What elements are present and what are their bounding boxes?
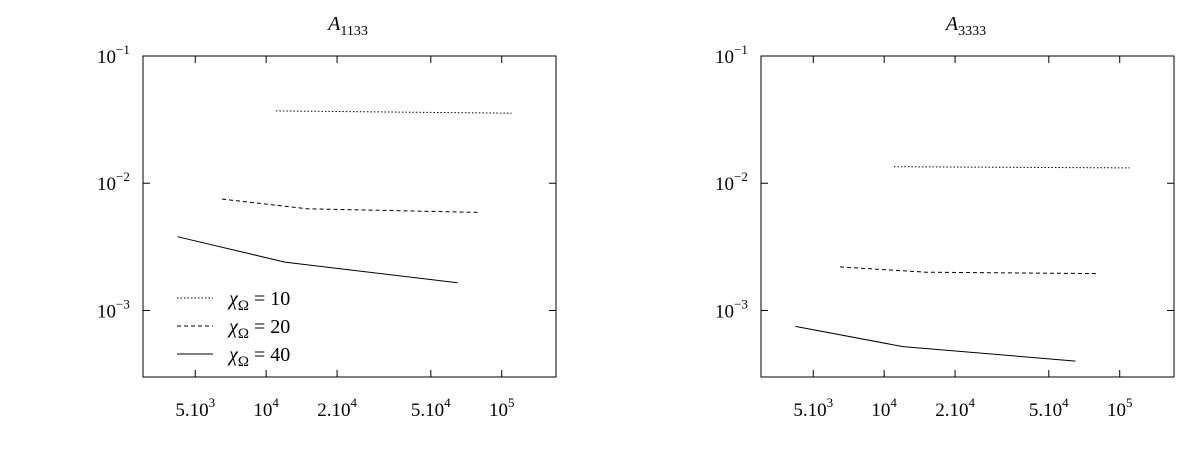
x-tick-label: 5.104 [1029, 395, 1069, 421]
x-tick-label: 104 [253, 395, 279, 421]
series-line-dashed [222, 198, 479, 213]
legend-label: χΩ = 40 [227, 344, 290, 370]
x-tick-exponent: 4 [1062, 395, 1069, 410]
x-tick-exponent: 4 [350, 395, 357, 410]
chart-title-subscript: 3333 [958, 24, 986, 39]
x-tick-base: 10 [489, 400, 508, 421]
x-tick-label: 5.103 [175, 395, 215, 421]
chart-title: A1133 [326, 13, 368, 39]
legend-omega: Ω [238, 354, 249, 370]
x-tick-base: 2.10 [935, 400, 968, 421]
series-line-dotted [275, 110, 512, 114]
legend-value: = 20 [249, 316, 290, 338]
series-line-dotted [893, 166, 1130, 169]
x-tick-exponent: 4 [890, 395, 897, 410]
legend-label: χΩ = 10 [227, 288, 290, 314]
x-tick-label: 5.104 [411, 395, 451, 421]
y-tick-base: 10 [97, 47, 116, 68]
series-line-dashed [840, 266, 1097, 275]
chart-title-main: A [944, 13, 959, 35]
x-tick-exponent: 4 [968, 395, 975, 410]
x-tick-exponent: 3 [209, 395, 216, 410]
x-tick-label: 105 [1107, 395, 1133, 421]
legend-label: χΩ = 20 [227, 316, 290, 342]
chart-title-main: A [326, 13, 341, 35]
y-tick-base: 10 [715, 174, 734, 195]
x-tick-exponent: 3 [827, 395, 834, 410]
x-tick-exponent: 4 [444, 395, 451, 410]
legend-chi: χ [227, 288, 239, 310]
y-tick-exponent: −1 [116, 42, 130, 57]
x-tick-base: 10 [871, 400, 890, 421]
legend-chi: χ [227, 344, 239, 366]
x-tick-label: 2.104 [935, 395, 975, 421]
y-tick-label: 10−3 [97, 296, 130, 322]
x-tick-label: 2.104 [317, 395, 357, 421]
y-tick-base: 10 [715, 47, 734, 68]
y-tick-exponent: −3 [734, 296, 748, 311]
x-tick-base: 5.10 [411, 400, 444, 421]
legend-value: = 10 [249, 288, 290, 310]
y-tick-label: 10−1 [715, 42, 748, 68]
y-tick-exponent: −2 [116, 169, 130, 184]
y-tick-base: 10 [715, 301, 734, 322]
chart-title-subscript: 1133 [340, 24, 367, 39]
legend-omega: Ω [238, 326, 249, 342]
legend-value: = 40 [249, 344, 290, 366]
series-line-solid [177, 236, 458, 284]
x-tick-base: 5.10 [793, 400, 826, 421]
legend-omega: Ω [238, 298, 249, 314]
y-tick-label: 10−1 [97, 42, 130, 68]
x-tick-base: 5.10 [175, 400, 208, 421]
y-tick-exponent: −2 [734, 169, 748, 184]
x-tick-exponent: 4 [272, 395, 279, 410]
x-tick-base: 2.10 [317, 400, 350, 421]
y-tick-base: 10 [97, 174, 116, 195]
x-tick-exponent: 5 [508, 395, 515, 410]
x-tick-base: 10 [253, 400, 272, 421]
y-tick-label: 10−2 [715, 169, 748, 195]
y-tick-label: 10−2 [97, 169, 130, 195]
x-tick-base: 5.10 [1029, 400, 1062, 421]
x-tick-exponent: 5 [1126, 395, 1133, 410]
chart-title: A3333 [944, 13, 986, 39]
x-tick-label: 105 [489, 395, 515, 421]
y-tick-label: 10−3 [715, 296, 748, 322]
series-line-solid [795, 325, 1076, 362]
plot-frame [142, 55, 557, 378]
x-tick-label: 5.103 [793, 395, 833, 421]
plot-frame [760, 55, 1175, 378]
y-tick-exponent: −1 [734, 42, 748, 57]
legend-chi: χ [227, 316, 239, 338]
x-tick-base: 10 [1107, 400, 1126, 421]
y-tick-base: 10 [97, 301, 116, 322]
x-tick-label: 104 [871, 395, 897, 421]
y-tick-exponent: −3 [116, 296, 130, 311]
